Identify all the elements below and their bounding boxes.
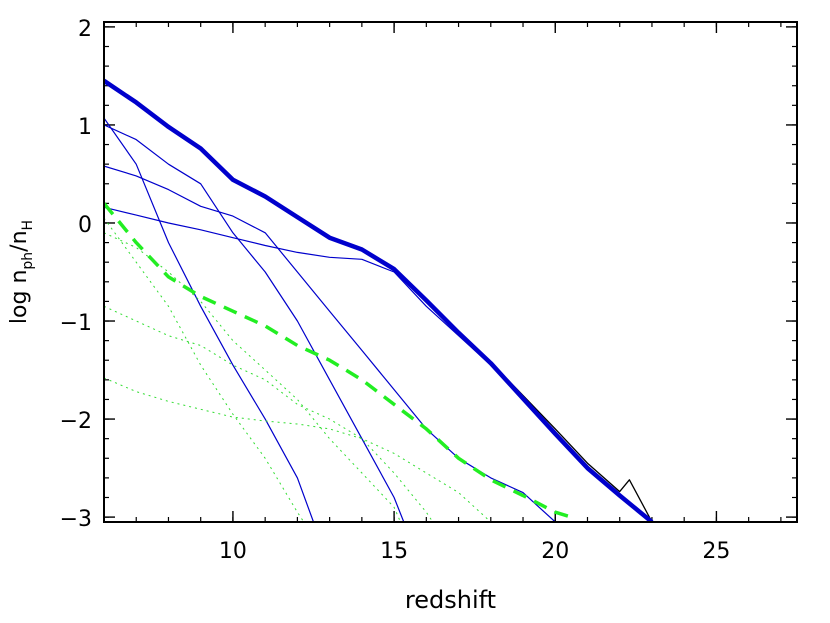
- series-line-7: [104, 202, 572, 519]
- series-line-11: [104, 377, 492, 522]
- axis-ticks: [103, 22, 797, 522]
- y-axis-title-sub2: H: [20, 220, 36, 231]
- series-line-3: [104, 117, 315, 522]
- y-tick-label: 2: [78, 17, 92, 42]
- series-line-5: [104, 165, 556, 522]
- y-tick-label: −1: [60, 311, 92, 336]
- series-lines: [104, 78, 654, 522]
- x-tick-label: 15: [380, 539, 408, 564]
- y-tick-label: 1: [78, 115, 92, 140]
- x-tick-label: 10: [219, 539, 247, 564]
- x-axis-title: redshift: [405, 586, 496, 614]
- y-axis-title-prefix: log n: [7, 270, 32, 324]
- x-tick-label: 20: [541, 539, 569, 564]
- y-axis-title: log nph/nH: [7, 220, 36, 324]
- y-axis-title-sub1: ph: [20, 252, 36, 270]
- y-tick-label: −3: [60, 507, 92, 532]
- y-tick-label: −2: [60, 409, 92, 434]
- y-axis-title-slash: /n: [7, 230, 32, 251]
- series-line-8: [104, 217, 305, 522]
- plot-frame: [103, 21, 798, 523]
- series-line-6: [104, 206, 653, 522]
- series-line-1: [104, 79, 653, 522]
- x-tick-label: 25: [702, 539, 730, 564]
- series-line-2: [104, 78, 654, 522]
- series-line-10: [104, 305, 434, 522]
- y-tick-label: 0: [78, 213, 92, 238]
- series-line-4: [104, 124, 405, 522]
